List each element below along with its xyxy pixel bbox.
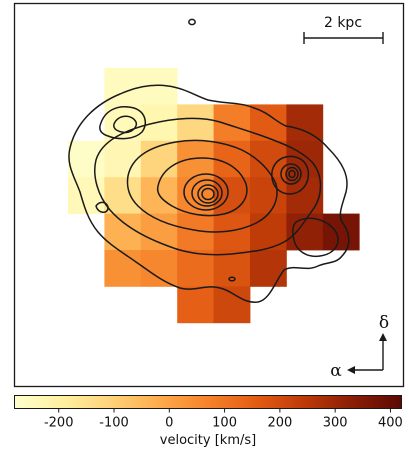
contour-east-knot-3 <box>285 166 299 182</box>
velocity-pixel <box>104 177 142 214</box>
compass-arrows <box>347 333 387 374</box>
scale-bar-label: 2 kpc <box>324 15 362 31</box>
velocity-pixel <box>177 140 214 178</box>
velocity-pixel <box>140 140 178 178</box>
velocity-pixel <box>177 286 214 324</box>
contour-level-2 <box>94 117 322 256</box>
contour-east-knot-4 <box>288 169 296 179</box>
velocity-pixel <box>250 250 287 287</box>
velocity-pixel <box>286 104 324 142</box>
colorbar-tick-label: -100 <box>99 416 129 431</box>
velocity-pixel <box>140 213 178 251</box>
velocity-pixel <box>213 286 251 324</box>
velocity-pixel <box>250 177 287 214</box>
contour-nw-lobe <box>99 106 147 140</box>
velocity-pixel <box>140 104 178 142</box>
contour-outer <box>68 84 350 303</box>
contour-east-knot-1 <box>271 155 310 195</box>
north-label: δ <box>379 313 389 333</box>
velocity-pixel <box>213 177 251 214</box>
contour-nucleus-7 <box>197 184 219 204</box>
velocity-pixel <box>177 104 214 142</box>
contour-east-knot-2 <box>280 163 302 185</box>
intensity-contours <box>68 18 350 303</box>
contour-level-4 <box>156 157 248 217</box>
contour-nucleus-8 <box>201 187 215 201</box>
colorbar-ticks: -200 -100 0 100 200 300 400 <box>44 408 403 431</box>
east-label: α <box>330 361 342 381</box>
contour-nucleus-5 <box>183 173 229 211</box>
velocity-pixel <box>68 140 105 178</box>
colorbar-tick-label: -200 <box>44 416 74 431</box>
colorbar-label: velocity [km/s] <box>160 433 256 448</box>
scale-bar <box>303 32 384 44</box>
velocity-pixel <box>286 177 324 214</box>
colorbar-tick-label: 300 <box>323 416 348 431</box>
contour-small-source <box>188 18 196 26</box>
contour-small-west <box>95 201 109 213</box>
contour-nucleus-6 <box>191 179 223 207</box>
velocity-pixel <box>104 140 142 178</box>
colorbar-tick-label: 0 <box>165 416 173 431</box>
colorbar-tick-label: 400 <box>378 416 403 431</box>
velocity-pixel <box>250 213 287 251</box>
velocity-pixel <box>213 104 251 142</box>
velocity-pixel <box>104 250 142 287</box>
velocity-pixel <box>177 250 214 287</box>
contour-level-3 <box>126 139 278 233</box>
colorbar <box>14 395 402 409</box>
contour-small-knot-south <box>228 276 236 282</box>
velocity-pixel <box>68 177 105 214</box>
velocity-pixel <box>140 250 178 287</box>
contour-se-extension <box>291 217 339 258</box>
colorbar-tick-label: 200 <box>267 416 292 431</box>
velocity-pixel <box>104 213 142 251</box>
colorbar-tick-label: 100 <box>212 416 237 431</box>
